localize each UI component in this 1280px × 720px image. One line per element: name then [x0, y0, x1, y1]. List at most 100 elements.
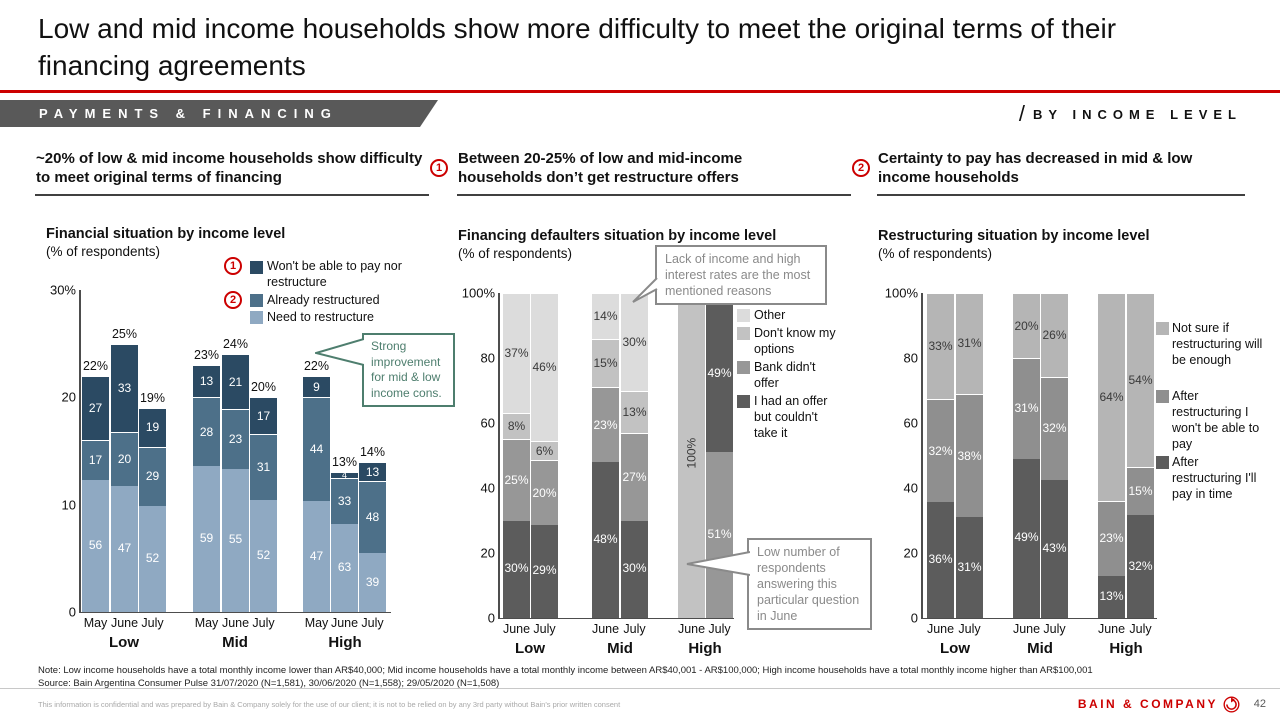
segment-value-label: 44: [309, 442, 324, 457]
section-banner-label: PAYMENTS & FINANCING: [39, 106, 338, 121]
month-label: July: [141, 616, 164, 630]
segment-value-label: 17: [256, 408, 271, 423]
legend-swatch-need: [250, 311, 263, 324]
bar-segment-need: 56: [82, 479, 109, 612]
segment-value-label: 15%: [1128, 483, 1153, 498]
bar-total-label: 22%: [82, 358, 109, 373]
y-tick-label: 0: [910, 610, 918, 626]
bar-segment-wont: 17: [250, 397, 277, 434]
bar-segment-wont: 33: [111, 343, 138, 433]
bar-segment-bank: 20%: [531, 460, 558, 525]
bar-segment-need: 39: [359, 553, 386, 612]
segment-value-label: 100%: [684, 437, 699, 468]
chart3-plot: 36% 32% 33% June 31% 38% 31% July 49% 31% 20% June 4…: [921, 293, 1158, 657]
legend-swatch-dontknow: [737, 327, 750, 340]
bar-segment-offer: 30%: [621, 520, 648, 618]
legend-swatch-bank: [737, 361, 750, 374]
source-line: Source: Bain Argentina Consumer Pulse 31…: [38, 678, 500, 689]
month-label: June: [926, 622, 955, 636]
bar-segment-wont: 27: [82, 375, 109, 440]
callout-reasons: Lack of income and high interest rates a…: [655, 245, 827, 305]
segment-value-label: 8%: [507, 419, 526, 434]
segment-value-label: 48: [365, 510, 380, 525]
month-label: July: [361, 616, 384, 630]
segment-value-label: 63: [337, 560, 352, 575]
y-tick-label: 80: [480, 350, 495, 366]
callout-low-n: Low number of respondents answering this…: [747, 538, 872, 630]
bar-segment-already: 28: [193, 397, 220, 467]
segment-value-label: 54%: [1128, 372, 1153, 387]
y-tick-label: 60: [903, 415, 918, 431]
segment-value-label: 28: [199, 424, 214, 439]
segment-value-label: 20%: [1014, 318, 1039, 333]
legend-label-notsure: Not sure if restructuring will be enough: [1172, 321, 1263, 367]
bar-segment-pay: 43%: [1041, 479, 1068, 618]
note-line: Note: Low income households have a total…: [38, 665, 1093, 676]
segment-value-label: 27%: [622, 469, 647, 484]
segment-value-label: 32%: [1042, 421, 1067, 436]
bar-total-label: 24%: [222, 337, 249, 352]
right-tag-label: BY INCOME LEVEL: [1033, 106, 1242, 122]
segment-value-label: 23%: [1099, 531, 1124, 546]
segment-value-label: 31: [256, 460, 271, 475]
bar-segment-offer: 49%: [706, 293, 733, 453]
y-tick-label: 100%: [461, 285, 495, 301]
segment-value-label: 23: [228, 431, 243, 446]
bar-total-label: 23%: [193, 348, 220, 363]
month-label: July: [533, 622, 556, 636]
segment-value-label: 20%: [532, 485, 557, 500]
legend-swatch-already: [250, 294, 263, 307]
group-label-high: High: [328, 634, 362, 651]
segment-value-label: 13%: [1099, 588, 1124, 603]
month-label: July: [958, 622, 981, 636]
group-label-low: Low: [940, 640, 970, 657]
month-label: July: [252, 616, 275, 630]
bar-segment-need: 52: [139, 505, 166, 612]
segment-value-label: 17: [88, 452, 103, 467]
footer-divider: [0, 688, 1280, 689]
legend-label-pay: After restructuring I'll pay in time: [1172, 455, 1257, 501]
legend-swatch-notsure: [1156, 322, 1169, 335]
y-tick-label: 0: [68, 604, 76, 620]
segment-value-label: 32%: [928, 443, 953, 458]
bar-segment-notsure: 33%: [927, 293, 954, 400]
bar-segment-other: 37%: [503, 293, 530, 414]
bar-segment-already: 17: [82, 439, 109, 480]
y-tick-label: 20: [61, 389, 76, 405]
bar-segment-wont: 13: [193, 365, 220, 398]
claim-3: Certainty to pay has decreased in mid & …: [878, 150, 1193, 186]
legend-label-bank: Bank didn't offer: [754, 360, 816, 390]
segment-value-label: 32%: [1128, 558, 1153, 573]
page-title: Low and mid income households show more …: [38, 13, 1117, 81]
bar-segment-wontpay: 23%: [1098, 501, 1125, 576]
callout-reasons-pointer: [632, 277, 658, 303]
segment-value-label: 52: [256, 548, 271, 563]
chart1-plot: 56 17 27 22% May 47 20 33 25% June 52 29 19 19% July 59…: [79, 290, 392, 651]
chart3-title: Restructuring situation by income level: [878, 228, 1150, 244]
chart2-title: Financing defaulters situation by income…: [458, 228, 777, 244]
bar-segment-other: 30%: [621, 293, 648, 391]
month-label: June: [1012, 622, 1041, 636]
month-label: June: [330, 616, 359, 630]
bar-segment-wont: 9: [303, 375, 330, 398]
bar-segment-dontknow: 15%: [592, 338, 619, 388]
month-label: May: [304, 616, 329, 630]
segment-value-label: 51%: [707, 527, 732, 542]
claim-badge-1: 1: [430, 159, 448, 177]
bar-segment-bank: 25%: [503, 439, 530, 521]
bar-total-label: 20%: [250, 380, 277, 395]
y-tick-label: 100%: [884, 285, 918, 301]
bar-segment-dontknow: 6%: [531, 441, 558, 461]
legend-label-offer: I had an offer but couldn't take it: [754, 394, 828, 440]
y-tick-label: 30%: [49, 282, 76, 298]
legend-badge-1: 1: [224, 257, 242, 275]
bar-segment-pay: 49%: [1013, 458, 1040, 618]
chart2-subtitle: (% of respondents): [458, 246, 573, 261]
claim-2: Between 20-25% of low and mid-income hou…: [458, 150, 743, 186]
segment-value-label: 64%: [1099, 390, 1124, 404]
segment-value-label: 56: [88, 537, 103, 552]
segment-value-label: 30%: [504, 561, 529, 576]
bar-total-label: 13%: [331, 455, 358, 470]
segment-value-label: 13: [199, 374, 214, 389]
month-label: June: [677, 622, 706, 636]
